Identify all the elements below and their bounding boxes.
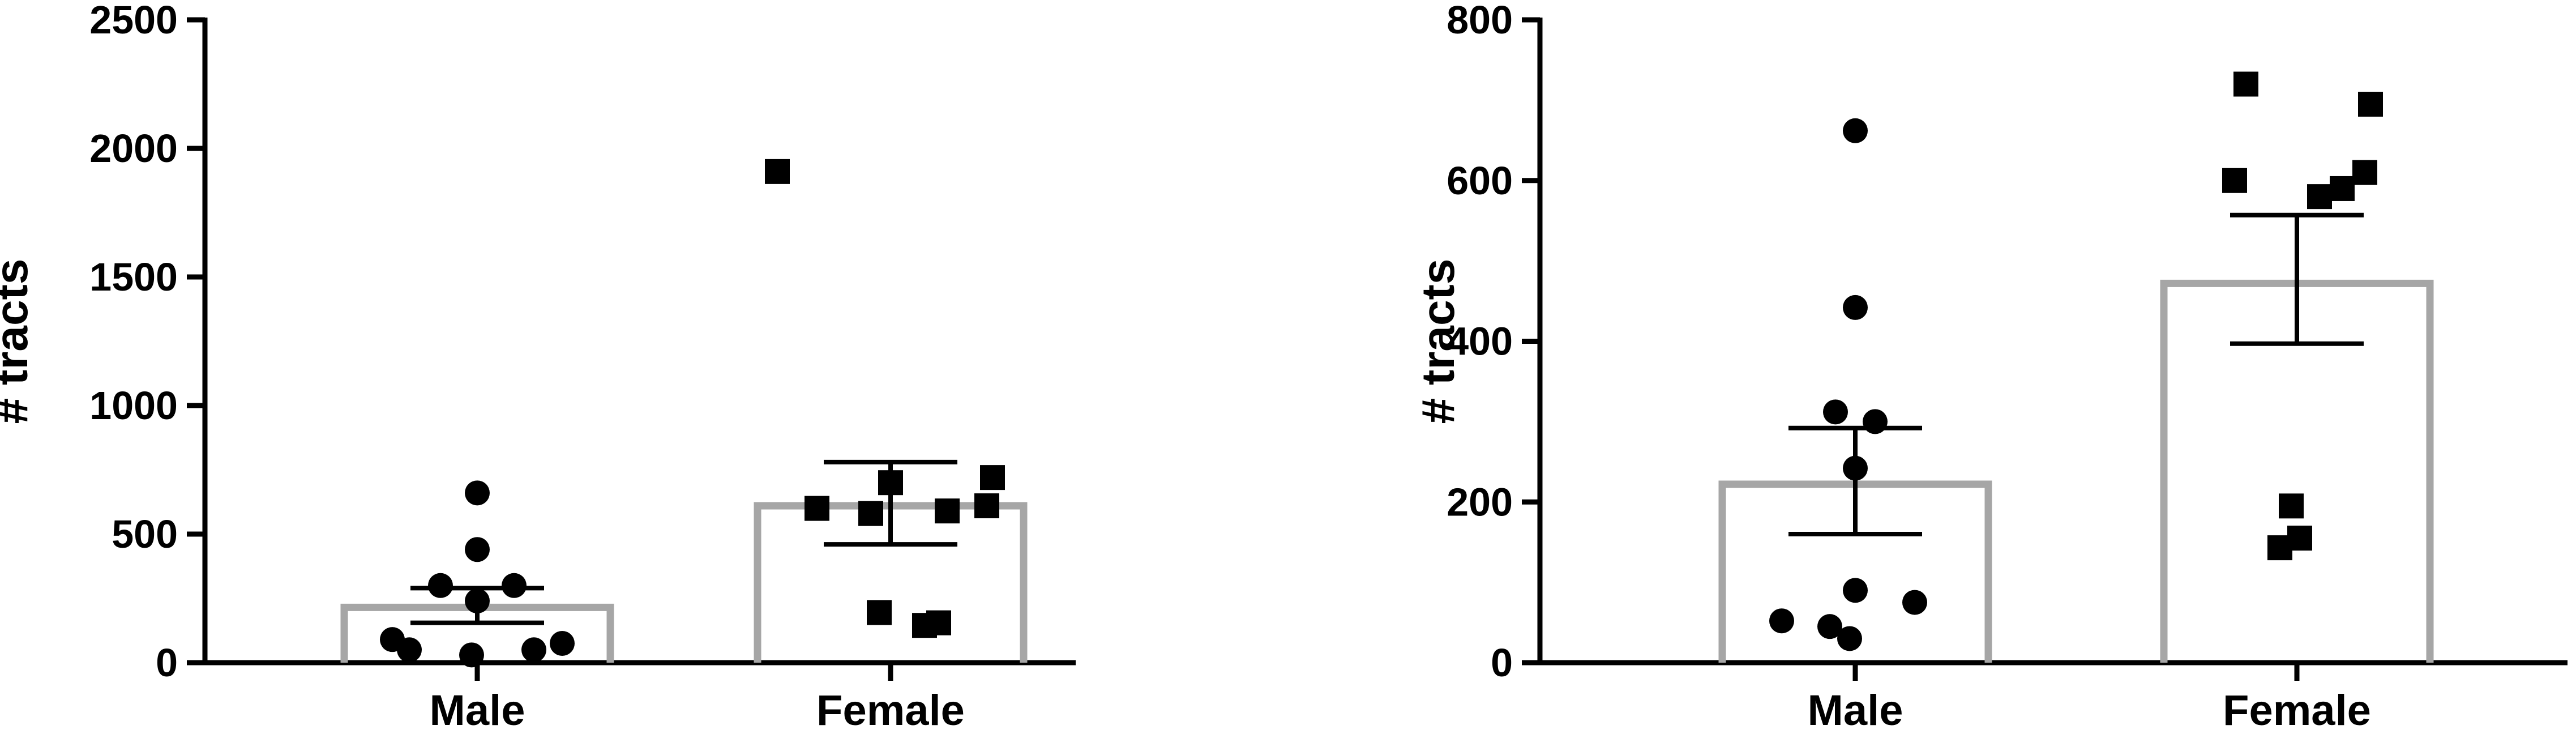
data-point-male (521, 637, 546, 662)
data-point-female (765, 159, 790, 184)
data-point-female (878, 470, 903, 495)
data-point-male (1769, 608, 1794, 633)
y-tick-label: 1500 (89, 255, 178, 299)
data-point-male (465, 480, 490, 505)
data-point-male (1823, 399, 1848, 424)
y-tick-label: 0 (1491, 641, 1513, 685)
data-point-female (2279, 493, 2304, 518)
data-point-female (2267, 535, 2292, 560)
data-point-male (465, 588, 490, 613)
data-point-female (805, 496, 829, 521)
data-point-male (1863, 409, 1888, 434)
x-tick-label-male: Male (1808, 686, 1903, 735)
data-point-female (912, 613, 937, 638)
y-tick-label: 500 (112, 512, 178, 556)
x-tick-label-female: Female (2223, 686, 2371, 735)
data-point-male (1902, 590, 1927, 615)
data-point-male (1837, 626, 1862, 651)
y-tick-label: 1000 (89, 383, 178, 428)
y-tick-label: 0 (156, 641, 178, 685)
y-tick-label: 2500 (89, 0, 178, 42)
y-tick-label: 2000 (89, 126, 178, 170)
data-point-male (1843, 578, 1868, 603)
data-point-female (2222, 168, 2247, 193)
data-point-female (935, 498, 960, 523)
x-tick-label-female: Female (816, 686, 965, 735)
y-tick-label: 800 (1447, 0, 1513, 42)
left-chart-panel: 0 500 1000 1500 2000 2500 # tracts Male Female (0, 0, 1076, 735)
data-point-male (1843, 456, 1868, 481)
data-point-male (397, 637, 422, 662)
data-point-male (465, 537, 490, 562)
data-point-male (428, 573, 453, 598)
data-point-female (974, 493, 999, 518)
y-axis-title: # tracts (0, 259, 37, 424)
data-point-female (2233, 72, 2258, 97)
y-tick-label: 200 (1447, 480, 1513, 524)
data-point-male (502, 573, 527, 598)
y-tick-label: 600 (1447, 159, 1513, 203)
data-point-female (2307, 184, 2332, 209)
data-point-male (550, 631, 575, 656)
data-point-male (1843, 118, 1868, 143)
x-tick-label-male: Male (430, 686, 525, 735)
data-point-female (2358, 92, 2383, 117)
data-point-male (1843, 295, 1868, 320)
data-point-female (867, 600, 892, 625)
data-point-female (2330, 176, 2355, 201)
y-axis-title: # tracts (1413, 259, 1464, 424)
data-point-female (2352, 160, 2377, 185)
data-point-female (858, 501, 883, 526)
data-point-male (459, 642, 484, 667)
data-point-female (980, 465, 1005, 490)
